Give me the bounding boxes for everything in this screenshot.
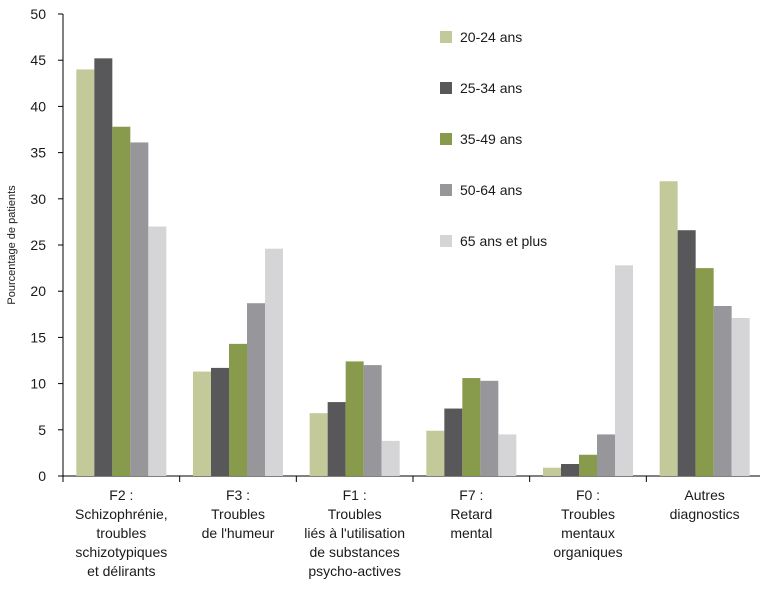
bar: [76, 69, 95, 476]
category-label: F1 : Troubles liés à l'utilisation de subst…: [304, 487, 405, 579]
bar: [731, 317, 750, 476]
category-label-line: liés à l'utilisation: [304, 525, 405, 541]
y-tick-label: 40: [30, 98, 46, 114]
y-tick-label: 45: [30, 52, 46, 68]
bar: [615, 265, 633, 476]
category-label-line: Troubles: [328, 506, 382, 522]
category-label-line: diagnostics: [670, 506, 740, 522]
category-labels: F2 : Schizophrénie, troubles schizotypiques…: [75, 487, 740, 579]
y-axis-title: Pourcentage de patients: [6, 185, 18, 305]
y-axis-ticks: 0 5 10 15 20 25 30 35 40 45 50: [30, 6, 63, 484]
bar: [211, 367, 229, 476]
category-label-line: Schizophrénie,: [75, 506, 168, 522]
bar: [561, 463, 579, 476]
category-label-line: troubles: [96, 525, 146, 541]
bar: [597, 434, 615, 476]
bar: [94, 58, 113, 477]
plot-area: 0 5 10 15 20 25 30 35 40 45 50 F2 : Schizophrénie, t…: [30, 6, 760, 579]
y-tick-label: 5: [38, 422, 46, 438]
legend-swatch: [440, 82, 452, 94]
bar: [381, 440, 400, 476]
legend-swatch: [440, 31, 452, 43]
y-tick-label: 50: [30, 6, 46, 22]
category-label-line: F3 :: [226, 487, 250, 503]
bar: [265, 248, 283, 476]
bar: [309, 413, 328, 476]
legend-label: 35-49 ans: [460, 131, 522, 147]
bar: [229, 343, 247, 476]
bar: [713, 305, 732, 476]
legend-label: 50-64 ans: [460, 182, 522, 198]
legend-label: 25-34 ans: [460, 80, 522, 96]
category-label: F2 : Schizophrénie, troubles schizotypiques…: [75, 487, 168, 579]
bar: [327, 402, 346, 476]
bar: [193, 371, 211, 476]
category-label: Autres diagnostics: [670, 487, 740, 522]
bar: [130, 142, 149, 476]
category-label-line: Troubles: [561, 506, 615, 522]
bar: [498, 434, 517, 476]
category-label-line: de l'humeur: [202, 525, 275, 541]
category-label-line: F7 :: [459, 487, 483, 503]
y-tick-label: 0: [38, 468, 46, 484]
legend: 20-24 ans 25-34 ans 35-49 ans 50-64 ans 65 a…: [440, 29, 547, 249]
category-label: F7 : Retard mental: [450, 487, 492, 541]
category-label-line: de substances: [310, 544, 400, 560]
category-label-line: psycho-actives: [308, 563, 401, 579]
bar: [677, 230, 696, 476]
bar: [444, 408, 463, 476]
bar: [247, 303, 265, 476]
y-tick-label: 30: [30, 191, 46, 207]
bar: [579, 454, 597, 476]
y-tick-label: 15: [30, 329, 46, 345]
bar: [112, 126, 131, 476]
category-label-line: schizotypiques: [75, 544, 167, 560]
y-tick-label: 10: [30, 376, 46, 392]
x-axis-ticks: [62, 476, 647, 482]
category-label-line: mental: [450, 525, 492, 541]
category-label-line: Troubles: [211, 506, 265, 522]
legend-label: 20-24 ans: [460, 29, 522, 45]
category-label-line: et délirants: [87, 563, 155, 579]
bar: [148, 226, 167, 476]
y-tick-label: 25: [30, 237, 46, 253]
y-tick-label: 35: [30, 145, 46, 161]
category-label-line: mentaux: [561, 525, 615, 541]
legend-swatch: [440, 133, 452, 145]
bar: [543, 467, 561, 476]
category-label-line: organiques: [553, 544, 622, 560]
bar: [695, 268, 714, 476]
y-tick-label: 20: [30, 283, 46, 299]
legend-label: 65 ans et plus: [460, 233, 547, 249]
category-label-line: F2 :: [109, 487, 133, 503]
bar: [659, 181, 678, 476]
category-label-line: F0 :: [576, 487, 600, 503]
category-label: F0 : Troubles mentaux organiques: [553, 487, 622, 560]
bar: [480, 380, 499, 476]
category-label-line: Autres: [684, 487, 724, 503]
bar: [345, 361, 364, 476]
category-label-line: F1 :: [343, 487, 367, 503]
legend-swatch: [440, 235, 452, 247]
bar: [363, 365, 382, 476]
bars: [76, 58, 750, 477]
bar: [462, 378, 481, 476]
category-label-line: Retard: [450, 506, 492, 522]
legend-swatch: [440, 184, 452, 196]
category-label: F3 : Troubles de l'humeur: [202, 487, 275, 541]
bar: [426, 430, 445, 476]
